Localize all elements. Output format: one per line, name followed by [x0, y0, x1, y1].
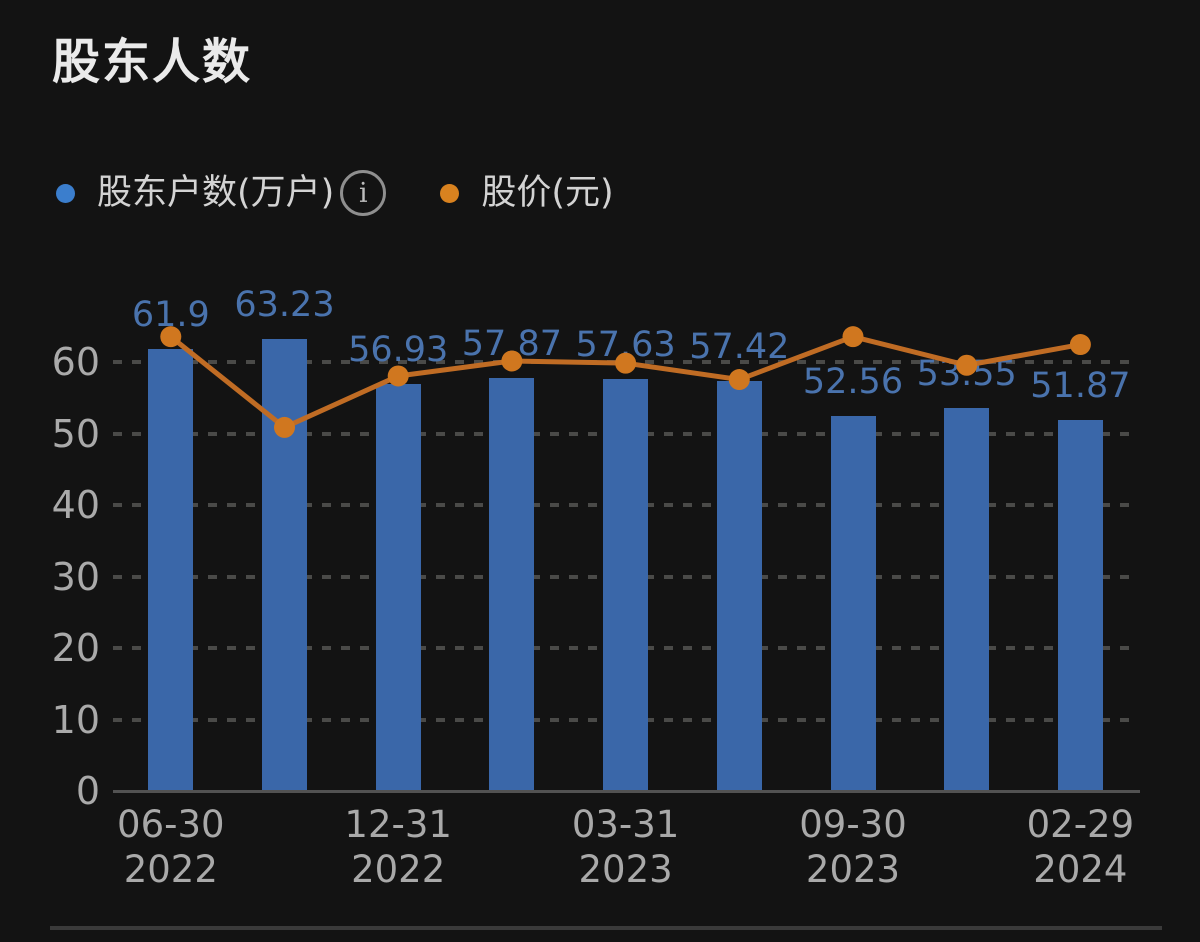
bar-value-label-1: 63.23 [234, 285, 335, 326]
y-axis-tick-30: 30 [51, 554, 100, 599]
y-axis-tick-40: 40 [51, 483, 100, 528]
bar-1[interactable] [262, 339, 307, 791]
y-axis-tick-0: 0 [75, 769, 100, 813]
x-axis-tick-02-29-2024: 02-29 2024 [1026, 803, 1135, 891]
bar-5[interactable] [716, 380, 762, 791]
legend-dot-price-icon [440, 183, 460, 203]
y-axis-tick-50: 50 [51, 411, 100, 456]
bar-6[interactable] [830, 415, 876, 791]
legend-label-shareholders: 股东户数(万户) [97, 173, 335, 213]
bottom-divider [50, 926, 1162, 930]
x-axis-tick-06-30-2022: 06-30 2022 [117, 803, 225, 891]
info-icon-glyph: i [358, 177, 368, 209]
x-axis-tick-12-31-2022: 12-31 2022 [344, 803, 452, 891]
price-marker-8[interactable] [1069, 334, 1091, 356]
bar-3[interactable] [489, 377, 535, 791]
bar-8[interactable] [1057, 420, 1103, 791]
legend-dot-shareholders-icon [56, 183, 75, 203]
bar-4[interactable] [603, 379, 649, 791]
x-axis-tick-09-30-2023: 09-30 2023 [799, 803, 907, 891]
x-axis-tick-03-31-2023: 03-31 2023 [571, 803, 680, 891]
info-icon[interactable]: i [340, 170, 387, 216]
page-title: 股东人数 [52, 34, 253, 90]
price-marker-6[interactable] [842, 326, 864, 348]
y-axis-tick-10: 10 [51, 697, 100, 742]
bar-2[interactable] [375, 384, 421, 791]
legend: 股东户数(万户) i 股价(元) [56, 168, 614, 218]
bar-0[interactable] [148, 348, 194, 791]
bar-7[interactable] [944, 408, 990, 791]
y-axis-tick-60: 60 [51, 340, 100, 385]
bar-value-label-8: 51.87 [1030, 366, 1131, 407]
legend-label-price: 股价(元) [481, 173, 614, 213]
y-axis-tick-20: 20 [51, 626, 100, 671]
x-axis-line [113, 790, 1140, 793]
